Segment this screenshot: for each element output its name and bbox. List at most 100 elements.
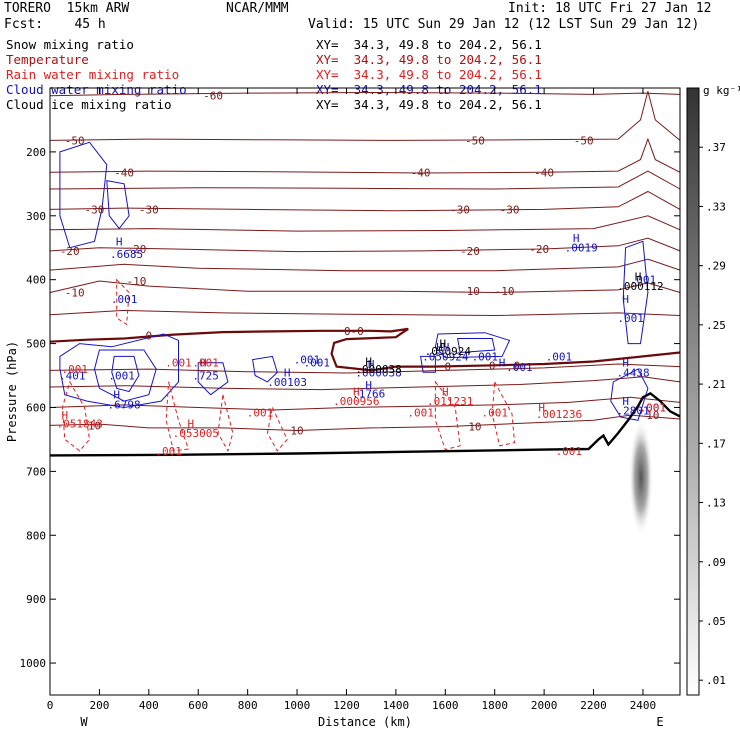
rain-label-9: .000956 xyxy=(333,395,379,408)
temperature-contour-11 xyxy=(49,396,681,411)
colorbar xyxy=(686,87,700,696)
temperature-label-23: 0 xyxy=(514,359,521,372)
colorbar-label-1: .05 xyxy=(706,615,726,628)
cloud-water-label-5: .401 xyxy=(59,370,86,383)
cloud-ice-core xyxy=(628,419,653,536)
temperature-label-16: -10 xyxy=(460,285,480,298)
temperature-label-12: -20 xyxy=(127,243,147,256)
cloud-ice-label-4: H xyxy=(440,338,447,351)
x-tick-label-4: 800 xyxy=(238,699,258,712)
rain-label-16: .001 xyxy=(556,445,583,458)
cloud-water-label-30: H xyxy=(622,395,629,408)
y-tick-label-0: 200 xyxy=(26,146,46,159)
colorbar-label-0: .01 xyxy=(706,674,726,687)
temperature-label-1: -50 xyxy=(65,134,85,147)
rain-contour-0 xyxy=(61,380,91,452)
temperature-contour-0 xyxy=(49,91,681,97)
cloud-water-label-20: H xyxy=(499,357,506,370)
cloud-water-label-12: .001 xyxy=(304,357,331,370)
colorbar-label-8: .33 xyxy=(706,200,726,213)
temperature-contour-12 xyxy=(49,376,681,391)
rain-label-11: .011231 xyxy=(427,395,473,408)
legend-xy-1: XY= 34.3, 49.8 to 204.2, 56.1 xyxy=(316,52,542,67)
cloud-water-label-3: H xyxy=(113,389,120,402)
rain-contour-6 xyxy=(116,278,130,326)
cloud-water-contour-3 xyxy=(59,141,108,249)
temperature-label-4: -40 xyxy=(114,166,134,179)
colorbar-units: g kg⁻¹ xyxy=(703,84,740,97)
rain-label-10: H xyxy=(442,386,449,399)
cloud-water-label-15: H xyxy=(365,379,372,392)
temperature-contour-2 xyxy=(49,137,681,174)
rain-label-15: .001236 xyxy=(536,408,582,421)
cloud-water-label-17: HH xyxy=(436,341,449,354)
organization: NCAR/MMM xyxy=(226,1,289,16)
temperature-label-21: 0-0 xyxy=(344,325,364,338)
cloud-water-contour-2 xyxy=(111,355,140,393)
cloud-water-contour-5 xyxy=(197,362,229,396)
x-tick-label-1: 200 xyxy=(89,699,109,712)
temperature-contour-9 xyxy=(49,309,681,317)
temperature-label-27: 10 xyxy=(646,409,659,422)
x-tick-label-2: 400 xyxy=(139,699,159,712)
temperature-label-19: 0 xyxy=(146,329,153,342)
cloud-water-label-19: .001 xyxy=(472,350,499,363)
temperature-label-25: 10 xyxy=(290,424,303,437)
temperature-label-26: 10 xyxy=(468,421,481,434)
rain-label-17: .001 xyxy=(155,445,182,458)
x-tick-label-9: 1800 xyxy=(481,699,508,712)
x-tick-label-10: 2000 xyxy=(531,699,558,712)
colorbar-label-5: .21 xyxy=(706,378,726,391)
x-axis-label: Distance (km) xyxy=(318,715,412,729)
temperature-label-13: -20 xyxy=(460,245,480,258)
cloud-water-label-14: .000038 xyxy=(355,366,401,379)
init-time: Init: 18 UTC Fri 27 Jan 12 xyxy=(508,1,712,16)
cloud-water-contour-8 xyxy=(457,338,496,354)
rain-label-18: .001 xyxy=(640,401,667,414)
cloud-water-label-22: .001 xyxy=(546,350,573,363)
cloud-water-label-29: .4438 xyxy=(616,366,649,379)
rain-label-12: .001 xyxy=(407,407,434,420)
cloud-ice-label-3: .000038 xyxy=(355,363,401,376)
cloud-water-contour-9 xyxy=(420,355,436,373)
cloud-ice-label-0: H xyxy=(635,270,642,283)
legend-field-2: Rain water mixing ratio xyxy=(6,67,180,82)
cloud-water-label-18: .050924 xyxy=(422,350,469,363)
temperature-label-0: -60 xyxy=(203,90,223,103)
temperature-label-9: -30 xyxy=(450,203,470,216)
temperature-label-6: -40 xyxy=(534,166,554,179)
legend-xy-0: XY= 34.3, 49.8 to 204.2, 56.1 xyxy=(316,37,542,52)
cloud-water-label-8: .725 xyxy=(192,370,219,383)
legend-field-4: Cloud ice mixing ratio xyxy=(6,97,172,112)
rain-label-13: .001 xyxy=(481,407,508,420)
x-tick-label-0: 0 xyxy=(47,699,54,712)
cloud-water-label-32: .001 xyxy=(640,401,667,414)
colorbar-label-4: .17 xyxy=(706,437,726,450)
cloud-water-label-9: .001 xyxy=(294,354,321,367)
cloud-water-label-21: .001 xyxy=(506,361,533,374)
west-label: W xyxy=(80,715,88,729)
cloud-water-label-6: .001 xyxy=(108,370,135,383)
y-tick-label-3: 500 xyxy=(26,338,46,351)
temperature-label-7: -30 xyxy=(85,203,105,216)
cloud-water-label-13: H xyxy=(368,358,375,371)
x-tick-label-8: 1600 xyxy=(432,699,459,712)
rain-label-14: H xyxy=(538,401,545,414)
rain-label-4: .001 xyxy=(61,363,88,376)
y-tick-label-7: 900 xyxy=(26,593,46,606)
temperature-label-24: 10 xyxy=(88,419,101,432)
rain-contour-4 xyxy=(434,380,461,451)
x-tick-label-6: 1200 xyxy=(333,699,360,712)
forecast-hour: Fcst: 45 h xyxy=(4,17,106,32)
cloud-water-contour-6 xyxy=(252,355,278,383)
legend-xy-2: XY= 34.3, 49.8 to 204.2, 56.1 xyxy=(316,67,542,82)
x-tick-label-7: 1400 xyxy=(383,699,410,712)
cloud-water-label-4: .6798 xyxy=(108,398,141,411)
temperature-label-17: -10 xyxy=(495,285,515,298)
cloud-water-label-1: .6685 xyxy=(110,248,143,261)
temperature-label-8: -30 xyxy=(139,203,159,216)
cloud-water-label-2: .001 xyxy=(111,293,138,306)
cloud-water-label-16: .1766 xyxy=(352,387,385,400)
valid-time: Valid: 15 UTC Sun 29 Jan 12 (12 LST Sun … xyxy=(308,17,700,32)
